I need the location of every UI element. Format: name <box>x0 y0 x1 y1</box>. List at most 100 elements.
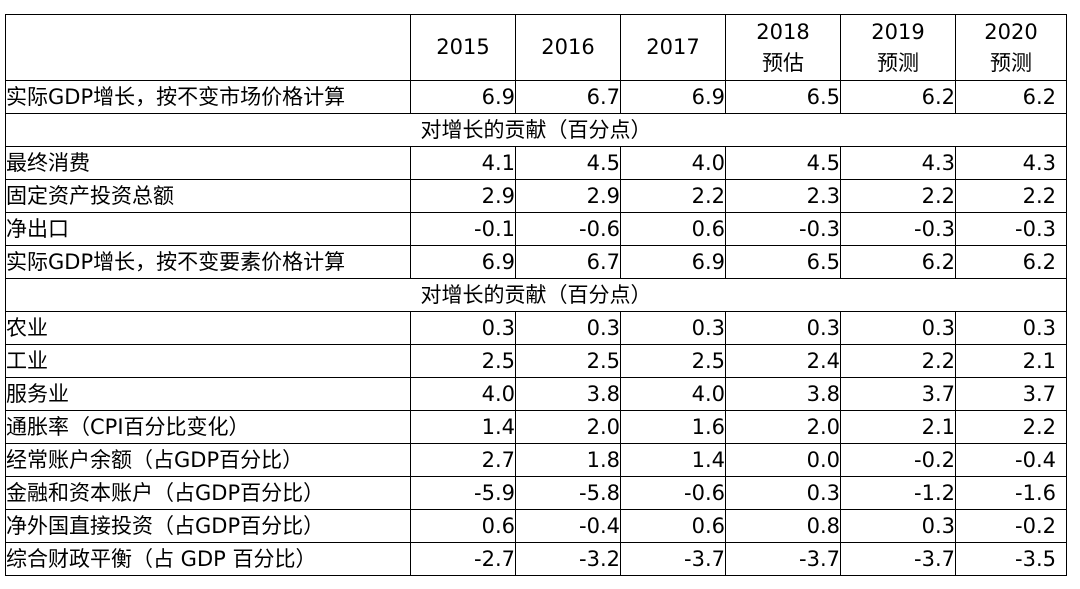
table-body: 实际GDP增长，按不变市场价格计算 6.9 6.7 6.9 6.5 6.2 6.2 对增长的贡… <box>5 80 1067 576</box>
value-cell: -3.7 <box>620 542 726 576</box>
row-label: 金融和资本账户（占GDP百分比） <box>5 476 411 510</box>
header-year-note: 预估 <box>762 50 804 75</box>
header-cell-2016: 2016 <box>515 14 621 81</box>
value-cell: -0.6 <box>515 212 621 246</box>
value-cell: 2.4 <box>725 344 841 378</box>
value-cell: 4.5 <box>515 146 621 180</box>
value-cell: 0.3 <box>840 509 956 543</box>
table-row: 实际GDP增长，按不变要素价格计算 6.9 6.7 6.9 6.5 6.2 6.2 <box>5 245 1067 279</box>
header-year: 2015 <box>436 35 490 59</box>
value-cell: 2.7 <box>410 443 516 477</box>
value-cell: 0.3 <box>410 311 516 345</box>
value-cell: -0.1 <box>410 212 516 246</box>
row-label: 实际GDP增长，按不变市场价格计算 <box>5 80 411 114</box>
value-cell: 2.2 <box>840 344 956 378</box>
value-cell: 2.9 <box>515 179 621 213</box>
value-cell: 6.2 <box>840 80 956 114</box>
value-cell: -0.6 <box>620 476 726 510</box>
header-cell-2015: 2015 <box>410 14 516 81</box>
section-header-row: 对增长的贡献（百分点） <box>5 113 1067 147</box>
value-cell: 2.2 <box>840 179 956 213</box>
value-cell: -1.6 <box>955 476 1067 510</box>
value-cell: 6.7 <box>515 80 621 114</box>
value-cell: 1.4 <box>620 443 726 477</box>
value-cell: 2.0 <box>515 410 621 444</box>
table-row: 服务业 4.0 3.8 4.0 3.8 3.7 3.7 <box>5 377 1067 411</box>
value-cell: -5.9 <box>410 476 516 510</box>
value-cell: 0.3 <box>955 311 1067 345</box>
header-year-note: 预测 <box>877 50 919 75</box>
value-cell: 6.2 <box>955 80 1067 114</box>
value-cell: 6.9 <box>410 245 516 279</box>
value-cell: 1.6 <box>620 410 726 444</box>
row-label: 农业 <box>5 311 411 345</box>
value-cell: 6.2 <box>840 245 956 279</box>
header-year: 2017 <box>646 35 700 59</box>
header-year: 2018 <box>756 19 810 44</box>
value-cell: -1.2 <box>840 476 956 510</box>
value-cell: 2.2 <box>620 179 726 213</box>
value-cell: -3.7 <box>840 542 956 576</box>
table-row: 通胀率（CPI百分比变化） 1.4 2.0 1.6 2.0 2.1 2.2 <box>5 410 1067 444</box>
value-cell: -0.3 <box>725 212 841 246</box>
value-cell: -0.3 <box>840 212 956 246</box>
value-cell: 2.5 <box>410 344 516 378</box>
value-cell: -3.2 <box>515 542 621 576</box>
table-row: 固定资产投资总额 2.9 2.9 2.2 2.3 2.2 2.2 <box>5 179 1067 213</box>
value-cell: 2.2 <box>955 179 1067 213</box>
value-cell: 6.2 <box>955 245 1067 279</box>
table-row: 工业 2.5 2.5 2.5 2.4 2.2 2.1 <box>5 344 1067 378</box>
value-cell: 4.5 <box>725 146 841 180</box>
value-cell: 4.3 <box>840 146 956 180</box>
header-year: 2016 <box>541 35 595 59</box>
value-cell: 1.8 <box>515 443 621 477</box>
table-header-row: 2015 2016 2017 2018 预估 2019 预测 2020 预测 <box>5 14 1067 81</box>
row-label: 综合财政平衡（占 GDP 百分比） <box>5 542 411 576</box>
row-label: 净外国直接投资（占GDP百分比） <box>5 509 411 543</box>
row-label: 固定资产投资总额 <box>5 179 411 213</box>
value-cell: 0.3 <box>725 311 841 345</box>
value-cell: 0.6 <box>620 509 726 543</box>
value-cell: 2.2 <box>955 410 1067 444</box>
table-row: 最终消费 4.1 4.5 4.0 4.5 4.3 4.3 <box>5 146 1067 180</box>
value-cell: 2.9 <box>410 179 516 213</box>
value-cell: 0.6 <box>410 509 516 543</box>
value-cell: -0.2 <box>955 509 1067 543</box>
data-table: 2015 2016 2017 2018 预估 2019 预测 2020 预测 实… <box>5 14 1067 576</box>
value-cell: 4.0 <box>620 377 726 411</box>
header-cell-2019: 2019 预测 <box>840 14 956 81</box>
value-cell: 0.0 <box>725 443 841 477</box>
row-label: 服务业 <box>5 377 411 411</box>
table-row: 金融和资本账户（占GDP百分比） -5.9 -5.8 -0.6 0.3 -1.2 -1.6 <box>5 476 1067 510</box>
value-cell: 4.1 <box>410 146 516 180</box>
row-label: 实际GDP增长，按不变要素价格计算 <box>5 245 411 279</box>
table-row: 农业 0.3 0.3 0.3 0.3 0.3 0.3 <box>5 311 1067 345</box>
value-cell: -0.3 <box>955 212 1067 246</box>
value-cell: 2.5 <box>620 344 726 378</box>
value-cell: 6.5 <box>725 80 841 114</box>
value-cell: 2.1 <box>840 410 956 444</box>
value-cell: 4.0 <box>620 146 726 180</box>
table-row: 经常账户余额（占GDP百分比） 2.7 1.8 1.4 0.0 -0.2 -0.4 <box>5 443 1067 477</box>
section-header-row: 对增长的贡献（百分点） <box>5 278 1067 312</box>
row-label: 最终消费 <box>5 146 411 180</box>
value-cell: 0.3 <box>620 311 726 345</box>
value-cell: -2.7 <box>410 542 516 576</box>
value-cell: 0.3 <box>840 311 956 345</box>
header-year-note: 预测 <box>990 50 1032 75</box>
value-cell: 1.4 <box>410 410 516 444</box>
table-row: 实际GDP增长，按不变市场价格计算 6.9 6.7 6.9 6.5 6.2 6.2 <box>5 80 1067 114</box>
value-cell: -3.7 <box>725 542 841 576</box>
section-title: 对增长的贡献（百分点） <box>5 113 1067 147</box>
value-cell: 6.9 <box>620 245 726 279</box>
row-label: 净出口 <box>5 212 411 246</box>
header-cell-2017: 2017 <box>620 14 726 81</box>
value-cell: -3.5 <box>955 542 1067 576</box>
value-cell: -5.8 <box>515 476 621 510</box>
header-corner-cell <box>5 14 411 81</box>
value-cell: 6.9 <box>410 80 516 114</box>
header-year: 2020 <box>984 19 1038 44</box>
section-title: 对增长的贡献（百分点） <box>5 278 1067 312</box>
row-label: 通胀率（CPI百分比变化） <box>5 410 411 444</box>
header-cell-2020: 2020 预测 <box>955 14 1067 81</box>
